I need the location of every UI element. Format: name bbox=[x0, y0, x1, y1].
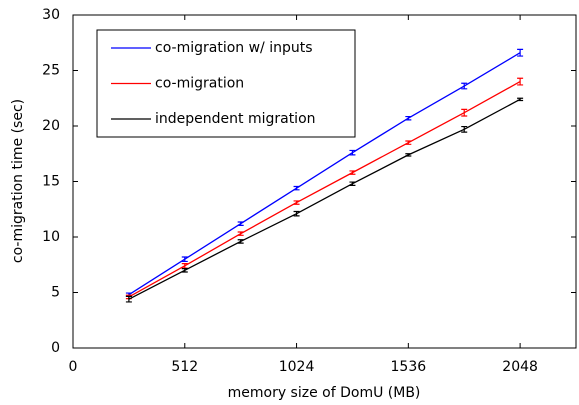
error-bar bbox=[405, 115, 412, 121]
error-bar bbox=[517, 48, 524, 57]
x-axis-label: memory size of DomU (MB) bbox=[228, 385, 421, 401]
legend-label: independent migration bbox=[155, 111, 316, 127]
error-bar bbox=[349, 149, 356, 156]
y-tick-label: 25 bbox=[42, 63, 60, 79]
error-bar bbox=[517, 97, 524, 102]
y-tick-label: 15 bbox=[42, 174, 60, 190]
series-line bbox=[128, 81, 521, 298]
error-bar bbox=[125, 295, 132, 303]
error-bar bbox=[181, 256, 188, 263]
error-bar bbox=[237, 221, 244, 226]
y-axis-label: co-migration time (sec) bbox=[10, 99, 26, 263]
error-bar bbox=[461, 108, 468, 117]
error-bar bbox=[461, 82, 468, 90]
error-bar bbox=[349, 170, 356, 175]
legend-label: co-migration bbox=[155, 76, 244, 92]
error-bar bbox=[405, 140, 412, 145]
x-tick-label: 1024 bbox=[279, 359, 315, 375]
error-bar bbox=[405, 153, 412, 157]
x-tick-label: 1536 bbox=[391, 359, 427, 375]
error-bar bbox=[293, 185, 300, 191]
error-bar bbox=[461, 125, 468, 133]
error-bar bbox=[293, 200, 300, 205]
x-tick-label: 2048 bbox=[502, 359, 538, 375]
x-tick-label: 512 bbox=[171, 359, 198, 375]
y-tick-label: 10 bbox=[42, 229, 60, 245]
legend: co-migration w/ inputs co-migration indepe… bbox=[96, 29, 356, 138]
y-tick-label: 0 bbox=[51, 340, 60, 356]
error-bar bbox=[237, 239, 244, 244]
error-bar bbox=[349, 181, 356, 186]
legend-label: co-migration w/ inputs bbox=[155, 40, 313, 56]
y-tick-label: 30 bbox=[42, 7, 60, 23]
y-tick-label: 20 bbox=[42, 118, 60, 134]
error-bar bbox=[181, 268, 188, 273]
y-tick-label: 5 bbox=[51, 285, 60, 301]
series-line bbox=[128, 52, 521, 296]
x-tick-label: 0 bbox=[69, 359, 78, 375]
error-bar bbox=[237, 231, 244, 236]
series-line bbox=[128, 98, 521, 300]
error-bar bbox=[517, 77, 524, 86]
error-bar bbox=[293, 210, 300, 217]
